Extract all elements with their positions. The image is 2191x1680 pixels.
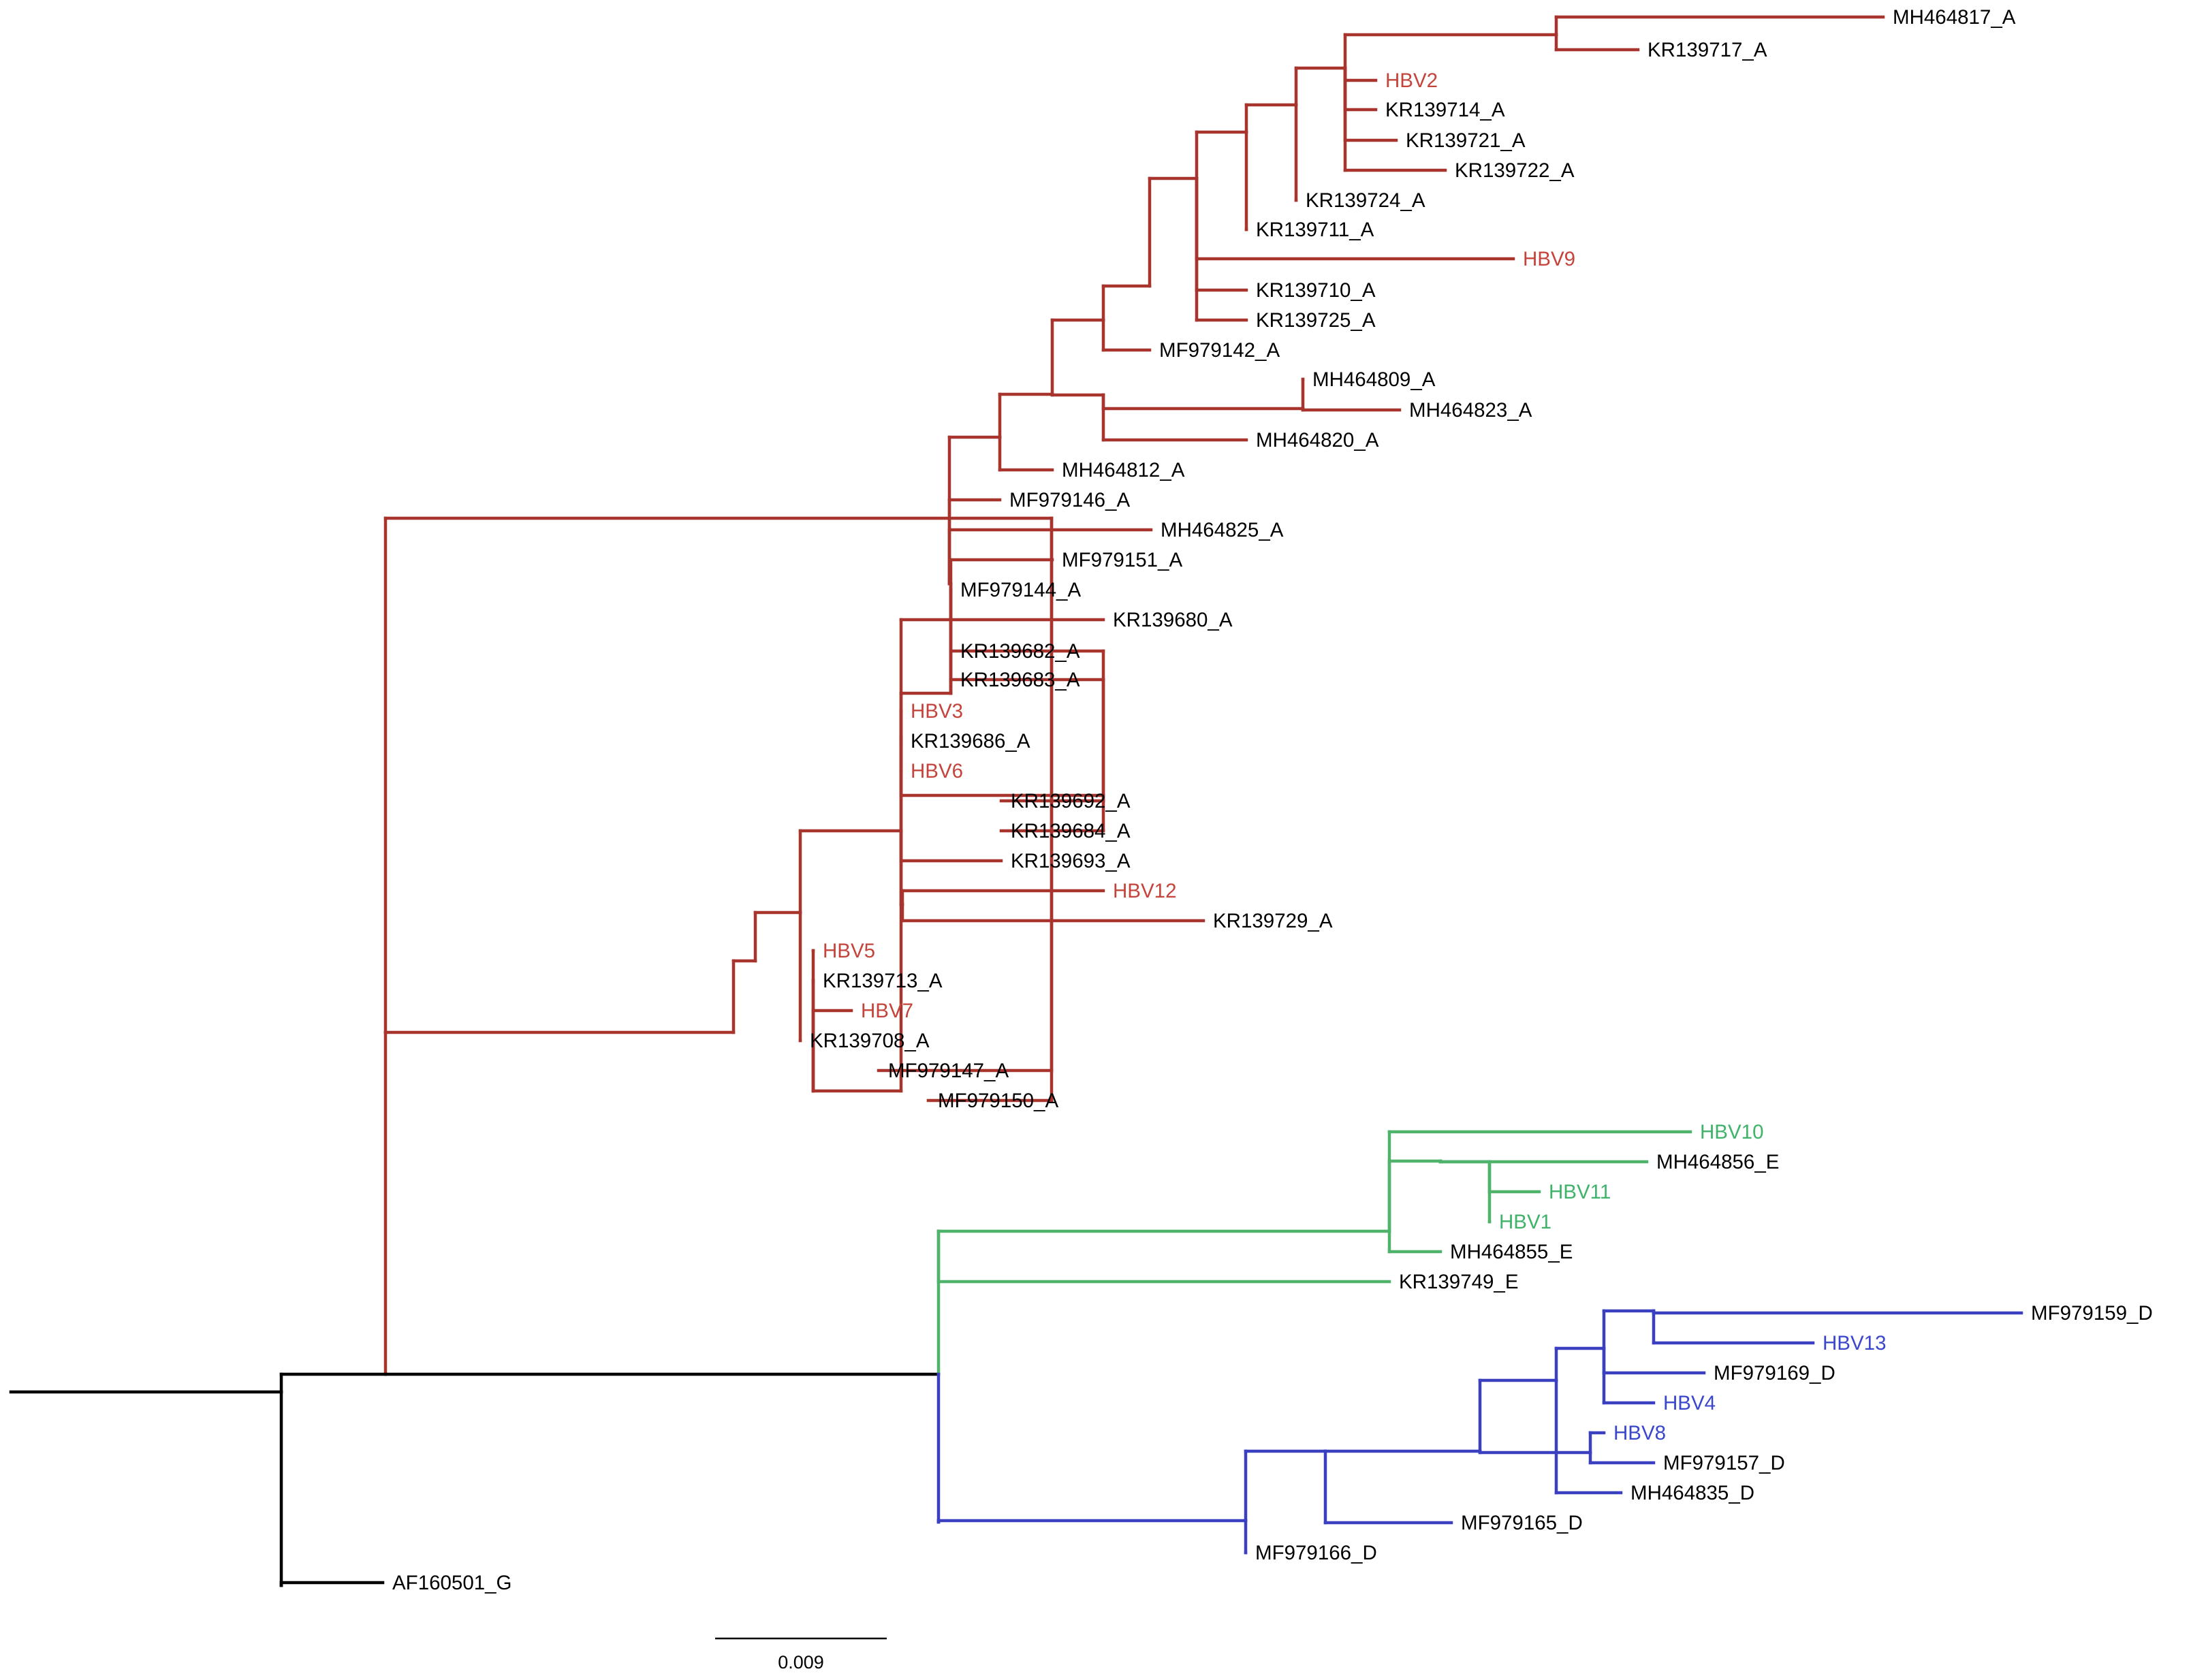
tip-label-kr139725-a: KR139725_A — [1256, 309, 1376, 332]
tip-label-mf979150-a: MF979150_A — [938, 1090, 1058, 1112]
tip-label-kr139684-a: KR139684_A — [1011, 820, 1131, 842]
tip-label-mf979169-d: MF979169_D — [1714, 1362, 1835, 1384]
tip-label-kr139714-a: KR139714_A — [1385, 99, 1505, 121]
tip-label-mf979147-a: MF979147_A — [888, 1060, 1009, 1082]
tip-label-kr139683-a: KR139683_A — [960, 669, 1080, 691]
tip-label-kr139692-a: KR139692_A — [1011, 790, 1131, 812]
tip-label-mf979159-d: MF979159_D — [2031, 1302, 2153, 1325]
tip-label-hbv5: HBV5 — [823, 940, 875, 962]
tip-label-kr139724-a: KR139724_A — [1306, 189, 1425, 212]
tip-label-hbv4: HBV4 — [1663, 1392, 1716, 1414]
tip-label-kr139721-a: KR139721_A — [1406, 129, 1526, 152]
tip-label-mh464809-a: MH464809_A — [1312, 368, 1436, 391]
scale-bar: 0.009 — [715, 1637, 887, 1673]
tip-label-hbv1: HBV1 — [1499, 1211, 1551, 1233]
tip-label-mf979165-d: MF979165_D — [1461, 1512, 1583, 1534]
tip-label-hbv10: HBV10 — [1700, 1121, 1763, 1143]
tip-label-kr139713-a: KR139713_A — [823, 970, 943, 992]
tip-label-mh464835-d: MH464835_D — [1630, 1482, 1754, 1504]
tip-label-kr139710-a: KR139710_A — [1256, 279, 1376, 302]
tip-label-mh464812-a: MH464812_A — [1062, 459, 1185, 481]
tip-label-mf979151-a: MF979151_A — [1062, 549, 1182, 571]
tip-label-mf979157-d: MF979157_D — [1663, 1452, 1785, 1474]
tip-label-mh464823-a: MH464823_A — [1409, 399, 1532, 422]
tip-label-mh464825-a: MH464825_A — [1161, 519, 1284, 541]
tip-label-hbv7: HBV7 — [861, 1000, 913, 1022]
tip-label-hbv2: HBV2 — [1385, 69, 1438, 92]
tip-label-kr139749-e: KR139749_E — [1399, 1271, 1519, 1293]
tip-label-af160501-g: AF160501_G — [392, 1572, 512, 1594]
tip-label-kr139729-a: KR139729_A — [1213, 910, 1333, 932]
tip-label-kr139680-a: KR139680_A — [1113, 609, 1233, 631]
tip-label-mf979142-a: MF979142_A — [1159, 339, 1280, 362]
tip-labels: MH464817_A KR139717_A HBV2 KR139714_A KR1397… — [392, 6, 2153, 1594]
tip-label-mh464820-a: MH464820_A — [1256, 429, 1379, 451]
tip-label-kr139722-a: KR139722_A — [1455, 159, 1575, 182]
tip-label-mf979166-d: MF979166_D — [1255, 1542, 1377, 1564]
tip-label-kr139708-a: KR139708_A — [810, 1030, 930, 1052]
tip-label-hbv9: HBV9 — [1523, 248, 1575, 270]
tree-branches — [9, 15, 2023, 1587]
tip-label-kr139682-a: KR139682_A — [960, 640, 1080, 663]
tip-label-mh464817-a: MH464817_A — [1893, 6, 2016, 29]
tip-label-mh464855-e: MH464855_E — [1450, 1241, 1573, 1263]
tip-label-hbv11: HBV11 — [1549, 1181, 1611, 1203]
tip-label-mf979146-a: MF979146_A — [1009, 489, 1130, 511]
tip-label-hbv13: HBV13 — [1823, 1332, 1886, 1354]
tip-label-kr139693-a: KR139693_A — [1011, 850, 1131, 872]
tip-label-hbv3: HBV3 — [911, 700, 963, 723]
tip-label-kr139711-a: KR139711_A — [1256, 219, 1374, 241]
tip-label-mh464856-e: MH464856_E — [1656, 1151, 1779, 1173]
tip-label-hbv6: HBV6 — [911, 760, 963, 782]
scale-bar-label: 0.009 — [778, 1652, 824, 1673]
tip-label-hbv12: HBV12 — [1113, 880, 1176, 902]
tip-label-kr139717-a: KR139717_A — [1648, 39, 1767, 61]
tip-label-hbv8: HBV8 — [1613, 1422, 1666, 1444]
tip-label-mf979144-a: MF979144_A — [960, 579, 1081, 601]
tip-label-kr139686-a: KR139686_A — [911, 730, 1030, 752]
